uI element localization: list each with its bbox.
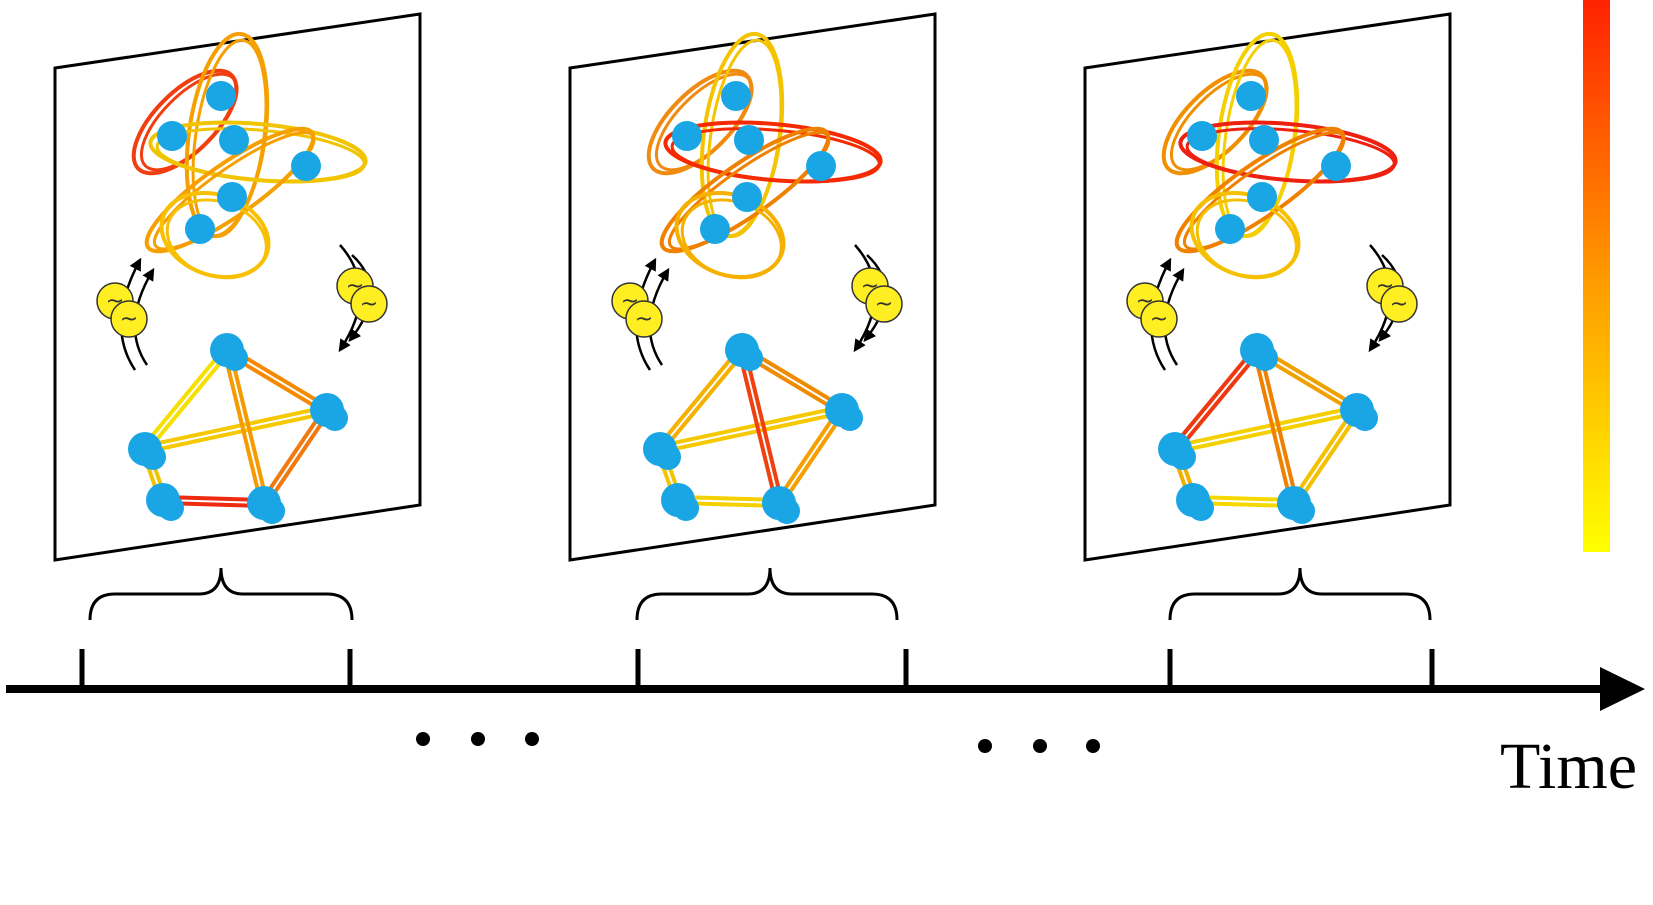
oscillator-pair: ~~ bbox=[1366, 244, 1418, 353]
frames-group: ~~~~ ~~~~ ~~~~ bbox=[53, 12, 1452, 562]
graph-edge bbox=[259, 407, 332, 506]
hyperedge bbox=[1178, 120, 1398, 184]
time-axis-label: Time bbox=[1500, 730, 1637, 803]
oscillator-glyph: ~ bbox=[360, 292, 378, 317]
oscillator bbox=[350, 285, 388, 323]
graph-edge bbox=[658, 405, 844, 454]
graph-node bbox=[725, 333, 763, 371]
hypergraph-node bbox=[185, 214, 215, 244]
hypergraph-node bbox=[1236, 81, 1266, 111]
hypergraph-node bbox=[291, 151, 321, 181]
graph-node bbox=[661, 483, 699, 521]
graph-edge bbox=[737, 348, 784, 505]
oscillator-pair: ~~ bbox=[336, 244, 388, 353]
oscillator bbox=[865, 285, 903, 323]
oscillator bbox=[1140, 300, 1178, 338]
hypergraph-node bbox=[806, 151, 836, 181]
ellipsis-dot bbox=[978, 739, 992, 753]
hypergraph-node bbox=[672, 121, 702, 151]
graph-node bbox=[128, 432, 166, 470]
graph-node bbox=[1176, 483, 1214, 521]
graph-node bbox=[1158, 432, 1196, 470]
time-axis bbox=[6, 667, 1645, 711]
graph-node bbox=[247, 486, 285, 524]
graph-edge bbox=[1289, 407, 1362, 506]
graph-node bbox=[146, 483, 184, 521]
hyperedge bbox=[663, 120, 883, 184]
ellipsis-dot bbox=[416, 732, 430, 746]
oscillator-pair: ~~ bbox=[851, 244, 903, 353]
ellipsis-dot bbox=[1033, 739, 1047, 753]
oscillator-glyph: ~ bbox=[106, 289, 124, 314]
oscillator-glyph: ~ bbox=[1150, 307, 1168, 332]
graph-node bbox=[310, 393, 348, 431]
oscillator-glyph: ~ bbox=[1390, 292, 1408, 317]
oscillator-glyph: ~ bbox=[346, 274, 364, 299]
hypergraph-node bbox=[1247, 182, 1277, 212]
hyperedge bbox=[131, 68, 239, 176]
graph-edge bbox=[141, 346, 231, 453]
frame-2: ~~~~ bbox=[568, 12, 937, 562]
time-window bbox=[635, 567, 909, 689]
hypergraph-node bbox=[1321, 151, 1351, 181]
oscillator bbox=[110, 300, 148, 338]
brace bbox=[635, 567, 899, 621]
hypergraph-node bbox=[206, 81, 236, 111]
oscillator-pair: ~~ bbox=[96, 257, 155, 371]
graph-edge bbox=[1252, 348, 1299, 505]
ellipsis-right bbox=[978, 739, 1100, 753]
ellipsis-dot bbox=[525, 732, 539, 746]
brace bbox=[88, 567, 354, 621]
hypergraph-node bbox=[721, 81, 751, 111]
graph-node bbox=[643, 432, 681, 470]
oscillator-glyph: ~ bbox=[861, 274, 879, 299]
ellipsis-dot bbox=[471, 732, 485, 746]
oscillator-glyph: ~ bbox=[621, 289, 639, 314]
colorbar bbox=[1583, 0, 1610, 552]
frame-1: ~~~~ bbox=[53, 12, 422, 562]
hypergraph-node bbox=[732, 182, 762, 212]
hypergraph-node bbox=[734, 125, 764, 155]
graph-node bbox=[825, 393, 863, 431]
time-window bbox=[79, 567, 354, 689]
hypergraph-node bbox=[700, 214, 730, 244]
graph-node bbox=[1277, 486, 1315, 524]
hyperedge bbox=[646, 68, 754, 176]
graph-node bbox=[1240, 333, 1278, 371]
hypergraph-node bbox=[1215, 214, 1245, 244]
oscillator bbox=[1380, 285, 1418, 323]
graph-node bbox=[1340, 393, 1378, 431]
graph-node bbox=[762, 486, 800, 524]
graph-node bbox=[210, 333, 248, 371]
time-axis-arrowhead bbox=[1600, 667, 1645, 711]
graph-edge bbox=[774, 407, 847, 506]
oscillator-glyph: ~ bbox=[120, 307, 138, 332]
oscillator-pair: ~~ bbox=[611, 257, 670, 371]
graph-edge bbox=[1173, 405, 1359, 454]
frame-3: ~~~~ bbox=[1083, 12, 1452, 562]
oscillator-glyph: ~ bbox=[1136, 289, 1154, 314]
brace bbox=[1168, 567, 1432, 621]
hypergraph-node bbox=[217, 182, 247, 212]
oscillator-glyph: ~ bbox=[1376, 274, 1394, 299]
oscillator-pair: ~~ bbox=[1126, 257, 1185, 371]
hypergraph-node bbox=[1187, 121, 1217, 151]
oscillator-glyph: ~ bbox=[635, 307, 653, 332]
graph-edge bbox=[143, 405, 329, 454]
hypergraph-node bbox=[1249, 125, 1279, 155]
graph-edge bbox=[1171, 346, 1261, 453]
time-windows bbox=[79, 567, 1435, 689]
graph-edge bbox=[222, 348, 269, 505]
hyperedge bbox=[148, 120, 368, 184]
hypergraph-node bbox=[219, 125, 249, 155]
oscillator-glyph: ~ bbox=[875, 292, 893, 317]
graph-edge bbox=[656, 346, 746, 453]
ellipsis-dot bbox=[1086, 739, 1100, 753]
ellipsis-left bbox=[416, 732, 539, 746]
time-window bbox=[1167, 567, 1435, 689]
oscillator bbox=[625, 300, 663, 338]
hypergraph-node bbox=[157, 121, 187, 151]
hyperedge bbox=[1161, 68, 1269, 176]
